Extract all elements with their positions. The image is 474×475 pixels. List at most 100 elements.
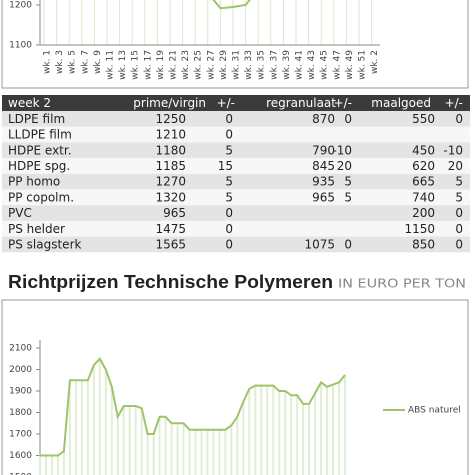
table-header-cell: +/- (445, 96, 463, 110)
table-row-bg (2, 205, 470, 221)
table-header-cell: regranulaat (266, 96, 336, 110)
table-cell: LDPE film (8, 112, 65, 126)
section-title: Richtprijzen Technische Polymeren (8, 272, 333, 292)
y-tick-label: 2000 (9, 365, 32, 375)
table-cell: 450 (412, 143, 435, 157)
table-header-cell: +/- (334, 96, 352, 110)
x-tick-label: wk. 23 (181, 50, 191, 80)
table-cell: 935 (312, 175, 335, 189)
table-cell: 0 (225, 112, 233, 126)
table-row-bg (2, 142, 470, 159)
table-cell: 1565 (155, 237, 186, 251)
x-tick-label: wk. 43 (307, 50, 317, 80)
table-cell: 1180 (155, 143, 186, 157)
x-tick-label: wk. 7 (80, 50, 90, 74)
y-tick-label: 1600 (9, 451, 32, 461)
table-cell: LLDPE film (8, 128, 72, 142)
table-cell: 0 (344, 112, 352, 126)
x-tick-label: wk. 11 (106, 50, 116, 80)
y-tick-label: 2100 (9, 344, 32, 354)
table-cell: 1075 (304, 237, 335, 251)
table-cell: 0 (455, 222, 463, 236)
table-cell: 0 (225, 206, 233, 220)
x-tick-label: wk. 13 (118, 50, 128, 80)
x-tick-label: wk. 9 (93, 50, 103, 74)
x-tick-label: wk. 37 (269, 50, 279, 80)
table-cell: 1475 (155, 222, 186, 236)
table-cell: 1270 (155, 175, 186, 189)
top-frame (1, 0, 469, 89)
x-tick-label: wk. 21 (169, 50, 179, 80)
table-header-cell: week 2 (8, 96, 51, 110)
table-cell: PS helder (8, 222, 65, 236)
x-tick-label: wk. 17 (143, 50, 153, 80)
x-tick-label: wk. 2 (370, 50, 380, 74)
x-tick-label: wk. 41 (295, 50, 305, 80)
table-cell: PVC (8, 206, 32, 220)
table-cell: 0 (225, 222, 233, 236)
table-cell: PP copolm. (8, 190, 74, 204)
table-cell: HDPE spg. (8, 159, 70, 173)
table-cell: 0 (455, 112, 463, 126)
table-cell: 5 (225, 190, 233, 204)
legend-label: ABS naturel (408, 406, 461, 416)
x-tick-label: wk. 49 (345, 50, 355, 80)
x-tick-label: wk. 5 (68, 50, 78, 74)
table-cell: 965 (163, 206, 186, 220)
table-cell: 665 (412, 175, 435, 189)
table-cell: 0 (225, 237, 233, 251)
table-cell: 740 (412, 190, 435, 204)
section-subtitle: IN EURO PER TON (338, 277, 466, 291)
table-cell: 845 (312, 159, 335, 173)
table-row-bg (2, 111, 470, 127)
table-cell: 20 (337, 159, 352, 173)
table-cell: -10 (443, 143, 463, 157)
data-line (40, 357, 346, 457)
table-row-bg (2, 173, 470, 190)
table-row-bg (2, 126, 470, 143)
y-tick-label: 1900 (9, 387, 32, 397)
table-cell: HDPE extr. (8, 143, 72, 157)
table-cell: 5 (455, 175, 463, 189)
table-cell: 1320 (155, 190, 186, 204)
x-tick-label: wk. 1 (43, 50, 53, 74)
table-header-bg (2, 95, 470, 111)
x-tick-label: wk. 31 (232, 50, 242, 80)
table-cell: 550 (412, 112, 435, 126)
table-cell: 965 (312, 190, 335, 204)
table-cell: 5 (225, 175, 233, 189)
table-header-cell: +/- (217, 96, 235, 110)
x-tick-label: wk. 15 (131, 50, 141, 80)
x-tick-label: wk. 35 (257, 50, 267, 80)
x-tick-label: wk. 25 (194, 50, 204, 80)
table-cell: 0 (225, 128, 233, 142)
table-cell: 0 (344, 237, 352, 251)
table-cell: -10 (332, 143, 352, 157)
y-tick-label: 1100 (9, 41, 32, 51)
table-cell: 1150 (404, 222, 435, 236)
table-header-cell: maalgoed (371, 96, 431, 110)
y-tick-label: 1200 (9, 1, 32, 11)
table-cell: 1210 (155, 128, 186, 142)
x-tick-label: wk. 29 (219, 50, 229, 80)
table-cell: 870 (312, 112, 335, 126)
table-cell: 1250 (155, 112, 186, 126)
table-cell: PP homo (8, 175, 60, 189)
x-tick-label: wk. 27 (206, 50, 216, 80)
table-cell: 0 (455, 237, 463, 251)
table-cell: 5 (344, 175, 352, 189)
x-tick-label: wk. 33 (244, 50, 254, 80)
table-row-bg (2, 158, 470, 174)
table-cell: PS slagsterk (8, 237, 81, 251)
x-tick-label: wk. 3 (55, 50, 65, 74)
table-header-cell: prime/virgin (133, 96, 206, 110)
table-cell: 20 (448, 159, 463, 173)
table-cell: 620 (412, 159, 435, 173)
table-cell: 790 (312, 143, 335, 157)
table-cell: 5 (344, 190, 352, 204)
top-chart: wk. 1 wk. 3 wk. 5 wk. 7 wk. 9 wk. 11 wk. 13 wk.… (9, 0, 380, 80)
